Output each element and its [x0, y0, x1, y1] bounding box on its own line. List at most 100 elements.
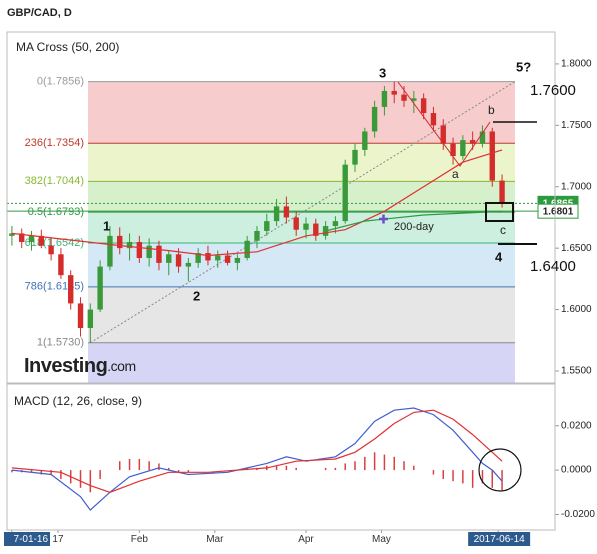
marker	[379, 214, 388, 224]
x-tick-label: Mar	[206, 534, 224, 545]
ma200-line	[325, 210, 503, 232]
fib-label: 0.5(1.6793)	[28, 206, 84, 218]
fib-zone	[88, 242, 515, 287]
wave-line	[397, 81, 491, 167]
plot-layer: 0(1.7856) 236(1.7354) 382(1.7044) 0.5(1.679…	[4, 59, 595, 546]
chart-title: GBP/CAD, D	[7, 7, 72, 19]
y-tick-label: 1.6500	[561, 243, 592, 254]
candle-body	[440, 125, 446, 144]
x-tick-highlight	[468, 532, 531, 546]
macd-y-tick-label: 0.0000	[561, 465, 592, 476]
candle-body	[362, 131, 368, 150]
fib-label: 382(1.7044)	[25, 175, 84, 187]
x-tick-label: 17	[52, 534, 64, 545]
fib-zone	[88, 143, 515, 182]
y-tick-label: 1.5500	[561, 366, 592, 377]
candle-body	[469, 140, 476, 144]
candle-body	[117, 235, 123, 249]
candle-body	[234, 257, 241, 263]
fib-label: 0(1.7856)	[37, 76, 84, 88]
candle-body	[479, 131, 486, 144]
x-tick-label: Feb	[131, 534, 149, 545]
target-label: 1.7600	[530, 82, 576, 99]
candle-body	[381, 90, 388, 107]
x-tick-label: Apr	[298, 534, 314, 545]
fib-zone	[88, 181, 515, 213]
candle-body	[411, 98, 417, 101]
target-label: 1.6400	[530, 258, 576, 275]
candle-body	[264, 221, 270, 231]
y-tick-label: 1.7000	[561, 181, 592, 192]
wave-label: 2	[193, 288, 200, 303]
candle-body	[244, 240, 250, 258]
candle-body	[460, 140, 466, 157]
logo-suffix: .com	[107, 358, 135, 374]
ma50-line	[11, 149, 503, 257]
logo-brand: Investing	[24, 355, 107, 377]
candle-body	[283, 206, 290, 218]
candle-body	[146, 245, 152, 258]
wave-label: 3	[379, 65, 386, 80]
candle-body	[136, 242, 143, 258]
candle-body	[489, 131, 495, 181]
ma-label: 200-day	[394, 221, 434, 233]
candle-body	[332, 221, 339, 227]
highlight-circle	[478, 448, 522, 492]
x-tick-label: May	[372, 534, 391, 545]
macd-label: MACD (12, 26, close, 9)	[14, 394, 142, 408]
y-tick-label: 1.6000	[561, 304, 592, 315]
candle-body	[175, 254, 182, 267]
candle-body	[401, 94, 407, 101]
macd-panel-frame	[6, 383, 556, 531]
price-box	[537, 203, 579, 219]
macd-y-tick-label: -0.0200	[561, 509, 595, 520]
candle-body	[313, 223, 319, 236]
candle-body	[48, 245, 54, 255]
candle-body	[87, 309, 94, 328]
candle-body	[430, 113, 437, 126]
candle-body	[254, 230, 260, 241]
candle-body	[499, 180, 505, 204]
fib-label: 786(1.6185)	[25, 281, 84, 293]
candle-body	[126, 242, 133, 249]
fib-zone	[88, 212, 515, 243]
x-tick-label: 2017-06-14	[474, 534, 526, 545]
candle-body	[9, 233, 15, 236]
candle-body	[166, 254, 172, 263]
wave-label: a	[452, 167, 459, 181]
candle-body	[420, 98, 427, 114]
candle-body	[391, 90, 397, 95]
candle-body	[215, 255, 221, 261]
fib-zone	[88, 81, 515, 144]
y-tick-label: 1.7500	[561, 120, 592, 131]
trend-line	[90, 81, 516, 344]
candle-body	[303, 223, 309, 230]
signal-line	[11, 409, 503, 493]
price-box-label: 1.6801	[543, 206, 574, 217]
x-tick-label: 7-01-16	[14, 534, 49, 545]
candle-body	[38, 235, 45, 246]
candle-body	[352, 149, 358, 165]
highlight-box	[485, 202, 514, 222]
wave-label: 5?	[516, 59, 531, 74]
indicator-label: MA Cross (50, 200)	[16, 40, 119, 54]
candle-body	[77, 303, 84, 328]
y-tick-label: 1.8000	[561, 59, 592, 70]
fib-label: 1(1.5730)	[37, 337, 84, 349]
candle-body	[342, 164, 348, 222]
macd-y-tick-label: 0.0200	[561, 420, 592, 431]
candle-body	[97, 266, 103, 310]
candle-body	[273, 206, 280, 222]
wave-label: 4	[495, 249, 503, 264]
candle-body	[205, 253, 211, 261]
candle-body	[195, 253, 201, 263]
x-tick-highlight	[4, 532, 50, 546]
wave-label: 1	[103, 218, 110, 233]
fib-zone	[88, 342, 515, 383]
main-panel-frame	[6, 31, 556, 384]
logo: Investing.com	[24, 355, 136, 377]
candle-body	[185, 262, 192, 267]
candle-body	[224, 255, 231, 263]
candle-body	[156, 245, 162, 263]
